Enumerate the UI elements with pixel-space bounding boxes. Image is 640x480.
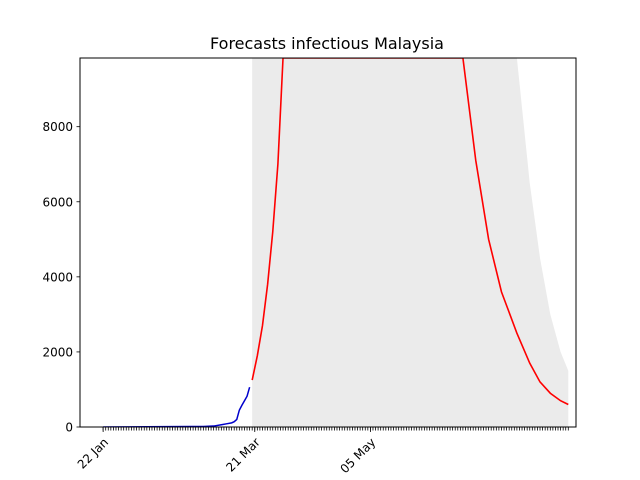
- forecast-interval-band: [252, 58, 569, 427]
- y-tick-label: 8000: [42, 120, 73, 134]
- y-tick-label: 2000: [42, 345, 73, 359]
- forecast-series-line: [251, 58, 569, 406]
- y-tick-label: 4000: [42, 270, 73, 284]
- axes-frame: [79, 57, 577, 428]
- y-tick-label: 0: [65, 421, 73, 435]
- y-tick-label: 6000: [42, 195, 73, 209]
- minor-ticks: [102, 427, 569, 431]
- chart-title: Forecasts infectious Malaysia: [210, 34, 444, 53]
- plot-area: [103, 58, 569, 427]
